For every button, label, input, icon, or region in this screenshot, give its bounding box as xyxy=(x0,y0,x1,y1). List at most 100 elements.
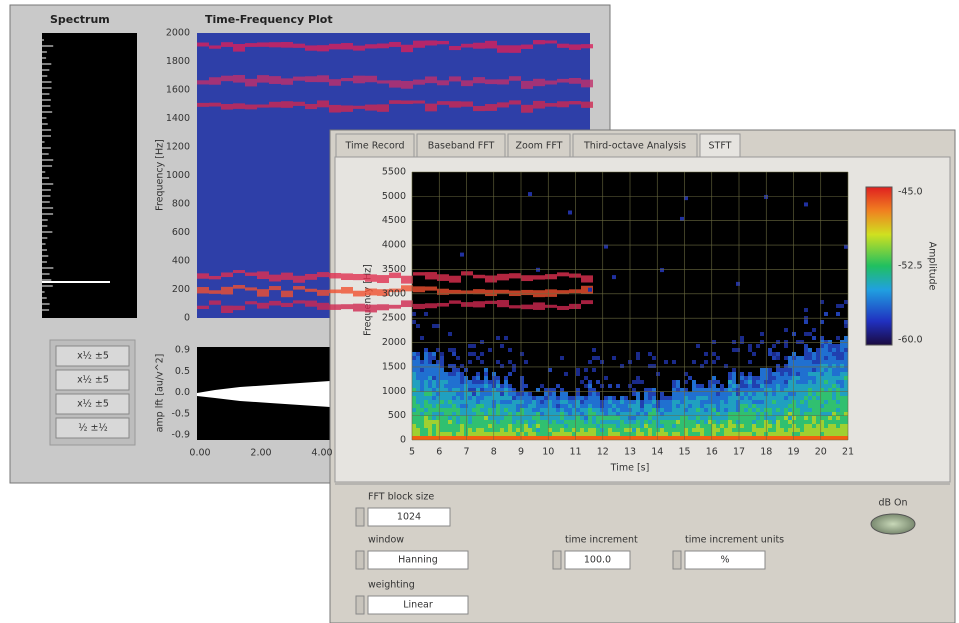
spectrogram-cell xyxy=(596,380,600,384)
spectrogram-cell xyxy=(596,356,600,360)
spectrogram-cell xyxy=(496,404,500,408)
spectrogram-cell xyxy=(464,400,468,404)
spectrogram-cell xyxy=(788,364,792,368)
spectrogram-cell xyxy=(704,360,708,364)
spectrogram-cell xyxy=(756,428,760,432)
spectrogram-cell xyxy=(484,432,488,436)
spectrogram-cell xyxy=(416,428,420,432)
spectrogram-cell xyxy=(828,416,832,420)
spectrogram-cell xyxy=(792,408,796,412)
tf-band xyxy=(413,304,425,309)
spectrogram-cell xyxy=(428,372,432,376)
x-tick: 9 xyxy=(518,447,524,458)
tf-band xyxy=(437,101,449,105)
spectrogram-cell xyxy=(776,380,780,384)
y-tick: 1000 xyxy=(382,386,406,397)
spectrogram-cell xyxy=(480,400,484,404)
spectrogram-cell xyxy=(592,416,596,420)
spectrogram-cell xyxy=(608,396,612,400)
spectrogram-cell xyxy=(412,416,416,420)
spectrogram-cell xyxy=(840,368,844,372)
control-value: 100.0 xyxy=(584,555,611,566)
spectrogram-cell xyxy=(452,400,456,404)
spectrogram-cell xyxy=(500,364,504,368)
y-tick: 500 xyxy=(388,410,406,421)
tf-band xyxy=(545,103,557,107)
tf-y-tick: 1800 xyxy=(166,56,190,67)
spectrogram-cell xyxy=(836,336,840,340)
spectrogram-cell xyxy=(432,356,436,360)
spectrogram-cell xyxy=(528,416,532,420)
spectrogram-cell xyxy=(508,408,512,412)
spectrogram-cell xyxy=(444,424,448,428)
spectrogram-cell xyxy=(424,360,428,364)
spinner[interactable] xyxy=(673,551,681,569)
tf-band xyxy=(329,290,341,294)
spectrogram-cell xyxy=(588,380,592,384)
spectrogram-cell xyxy=(716,396,720,400)
spectrogram-cell xyxy=(604,404,608,408)
spectrogram-cell xyxy=(692,360,696,364)
spectrogram-cell xyxy=(472,408,476,412)
spectrogram-cell xyxy=(648,432,652,436)
spectrogram-cell xyxy=(816,348,820,352)
spectrogram-cell xyxy=(532,396,536,400)
spectrogram-cell xyxy=(796,392,800,396)
spinner[interactable] xyxy=(356,596,364,614)
spectrogram-cell xyxy=(752,404,756,408)
spectrogram-cell xyxy=(420,372,424,376)
tf-band xyxy=(281,78,293,84)
tf-band xyxy=(329,304,341,310)
spectrogram-cell xyxy=(700,424,704,428)
spectrogram-cell xyxy=(472,424,476,428)
spectrogram-cell xyxy=(564,396,568,400)
spectrogram-cell xyxy=(776,372,780,376)
db-on-button[interactable] xyxy=(871,514,915,534)
spinner[interactable] xyxy=(356,551,364,569)
spectrogram-cell xyxy=(444,432,448,436)
spectrogram-cell xyxy=(800,364,804,368)
spectrogram-cell xyxy=(596,396,600,400)
spectrogram-cell xyxy=(680,432,684,436)
spectrogram-cell xyxy=(432,420,436,424)
spectrogram-cell xyxy=(804,376,808,380)
spectrogram-cell xyxy=(752,420,756,424)
spectrogram-cell xyxy=(592,420,596,424)
y-tick: 2000 xyxy=(382,337,406,348)
spectrogram-cell xyxy=(440,360,444,364)
spectrogram-cell xyxy=(824,416,828,420)
spectrogram-cell xyxy=(504,384,508,388)
spectrogram-cell xyxy=(804,332,808,336)
tf-band xyxy=(449,276,461,283)
tf-band xyxy=(533,302,545,310)
spectrogram-cell xyxy=(756,392,760,396)
spectrogram-cell xyxy=(844,376,848,380)
spectrogram-cell xyxy=(748,376,752,380)
spectrogram-cell xyxy=(464,376,468,380)
spectrogram-cell xyxy=(416,392,420,396)
spinner[interactable] xyxy=(553,551,561,569)
spectrogram-cell xyxy=(804,384,808,388)
spectrogram-cell xyxy=(420,380,424,384)
spectrogram-cell xyxy=(696,424,700,428)
spectrogram-cell xyxy=(592,408,596,412)
spectrogram-cell xyxy=(724,364,728,368)
tf-band xyxy=(233,270,245,273)
spectrogram-cell xyxy=(548,428,552,432)
spectrogram-cell xyxy=(624,432,628,436)
spectrogram-cell xyxy=(784,344,788,348)
spectrogram-cell xyxy=(612,428,616,432)
spectrogram-cell xyxy=(468,360,472,364)
spectrogram-cell xyxy=(836,408,840,412)
spectrogram-cell xyxy=(440,364,444,368)
spectrogram-cell xyxy=(472,432,476,436)
spectrogram-cell xyxy=(672,360,676,364)
spectrogram-cell xyxy=(540,416,544,420)
spectrogram-cell xyxy=(508,384,512,388)
spectrogram-cell xyxy=(788,400,792,404)
spectrogram-cell xyxy=(496,392,500,396)
spectrogram-cell xyxy=(460,416,464,420)
spectrogram-cell xyxy=(488,428,492,432)
spinner[interactable] xyxy=(356,508,364,526)
spectrogram-cell xyxy=(508,372,512,376)
